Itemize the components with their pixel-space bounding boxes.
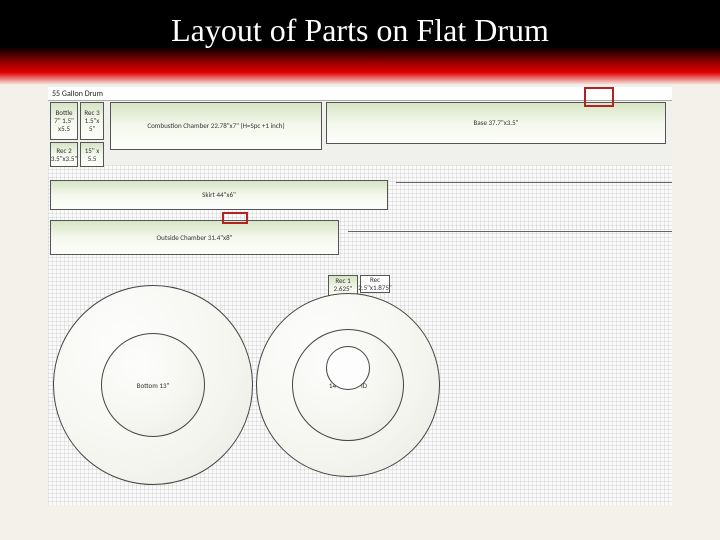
part-skirt: Skirt 44"x6"	[50, 180, 388, 210]
circle-1-inner: Bottom 13"	[101, 333, 205, 437]
part-rec2: Rec 2 3.5"x3.5"	[50, 142, 78, 167]
part-rec-small: 15" x 5.5	[80, 142, 104, 167]
red-box-2	[222, 212, 248, 224]
red-box-1	[584, 87, 614, 107]
layout-canvas: 55 Gallon Drum Bottle 7" 1.5" x5.5 Rec 3…	[48, 85, 672, 505]
line-2	[348, 231, 672, 232]
slide-title: Layout of Parts on Flat Drum	[0, 12, 720, 49]
part-rec-b: Rec 2.5"x1.875"	[360, 275, 390, 293]
drum-header-label: 55 Gallon Drum	[52, 89, 103, 99]
drum-header-bar: 55 Gallon Drum	[48, 87, 672, 101]
part-outside-chamber: Outside Chamber 31.4"x8"	[50, 220, 339, 255]
part-combustion: Combustion Chamber 22.78"x7" (H=Spc +1 i…	[110, 102, 322, 150]
circle-2-inner	[326, 346, 370, 390]
part-bottle: Bottle 7" 1.5" x5.5	[50, 102, 78, 140]
line-1	[396, 182, 672, 183]
part-base: Base 37.7"x3.5"	[326, 102, 666, 144]
part-rec3: Rec 3 1.5"x 5"	[80, 102, 104, 140]
